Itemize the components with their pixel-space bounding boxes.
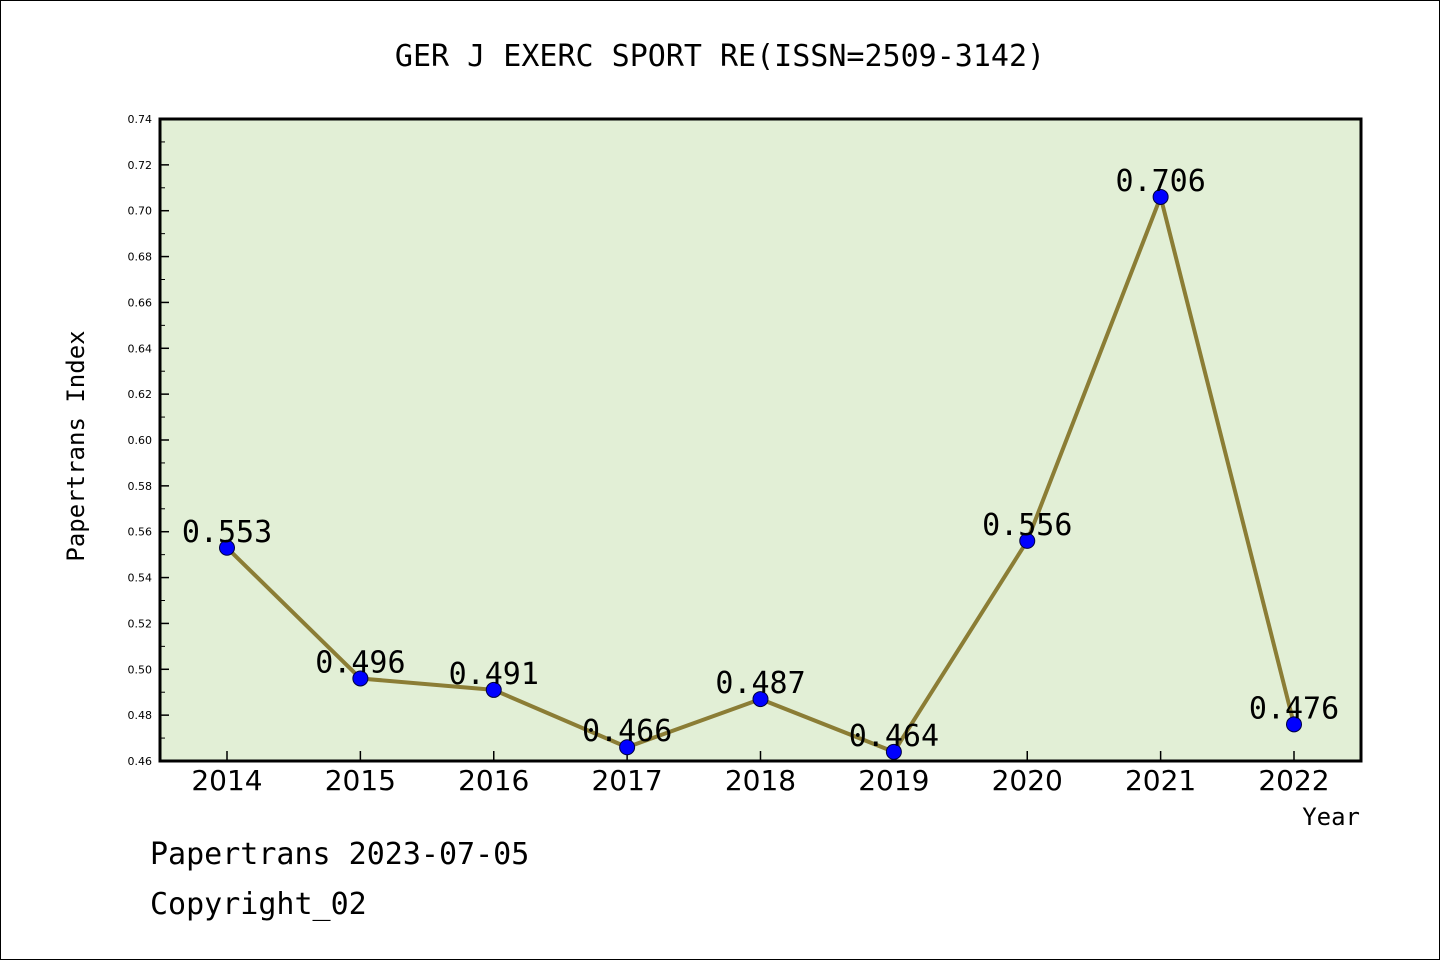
data-point <box>1152 188 1169 205</box>
y-tick-label: 0.58 <box>128 480 153 493</box>
data-label: 0.706 <box>1115 164 1205 199</box>
y-tick-label: 0.62 <box>128 388 153 401</box>
x-tick-label: 2019 <box>858 764 929 797</box>
data-point <box>1286 716 1302 733</box>
x-tick-label: 2018 <box>725 764 796 797</box>
data-point <box>752 691 769 708</box>
y-tick-label: 0.74 <box>128 113 153 126</box>
x-tick-label: 2020 <box>992 764 1063 797</box>
footer-date: Papertrans 2023-07-05 <box>150 837 529 872</box>
y-tick-label: 0.72 <box>128 159 153 172</box>
y-tick-label: 0.70 <box>128 205 153 218</box>
footer-copyright: Copyright_02 <box>150 887 367 922</box>
x-tick-label: 2015 <box>325 764 396 797</box>
chart-title: GER J EXERC SPORT RE(ISSN=2509-3142) <box>395 39 1045 74</box>
y-tick-label: 0.60 <box>128 434 153 447</box>
data-point <box>352 670 369 687</box>
data-label: 0.496 <box>315 645 405 680</box>
x-tick-label: 2017 <box>591 764 662 797</box>
y-tick-label: 0.54 <box>128 572 153 585</box>
y-tick-label: 0.64 <box>128 342 153 355</box>
y-tick-label: 0.68 <box>128 251 153 264</box>
y-tick-label: 0.46 <box>128 755 153 768</box>
y-axis-label: Papertrans Index <box>62 330 90 561</box>
x-tick-label: 2014 <box>191 764 262 797</box>
plot-border <box>158 117 1363 763</box>
data-point <box>619 739 636 756</box>
y-axis: 0.46 0.48 0.50 0.52 0.54 0.56 0.58 0.60 0.62 0.64… <box>128 113 169 768</box>
plot-area <box>160 119 1361 761</box>
y-tick-label: 0.48 <box>128 709 153 722</box>
data-point <box>885 743 902 760</box>
y-tick-label: 0.50 <box>128 663 153 676</box>
data-point <box>1019 532 1036 549</box>
data-label: 0.476 <box>1249 691 1339 726</box>
data-labels: 0.553 0.496 0.491 0.466 0.487 0.464 0.556 0.706… <box>182 164 1339 754</box>
data-label: 0.556 <box>982 508 1072 543</box>
x-axis: 2014 2015 2016 2017 2018 2019 2020 2021 2022 <box>191 751 1330 797</box>
x-axis-label: Year <box>1302 803 1360 831</box>
y-tick-label: 0.52 <box>128 617 153 630</box>
data-point <box>219 539 235 556</box>
y-tick-label: 0.66 <box>128 296 153 309</box>
x-tick-label: 2021 <box>1125 764 1196 797</box>
data-label: 0.553 <box>182 515 272 550</box>
y-tick-label: 0.56 <box>128 526 153 539</box>
data-label: 0.464 <box>849 719 939 754</box>
data-label: 0.491 <box>449 657 539 692</box>
data-points <box>219 188 1302 760</box>
x-tick-label: 2016 <box>458 764 529 797</box>
data-point <box>485 681 502 698</box>
data-label: 0.466 <box>582 714 672 749</box>
x-tick-label: 2022 <box>1258 764 1329 797</box>
data-label: 0.487 <box>715 666 805 701</box>
